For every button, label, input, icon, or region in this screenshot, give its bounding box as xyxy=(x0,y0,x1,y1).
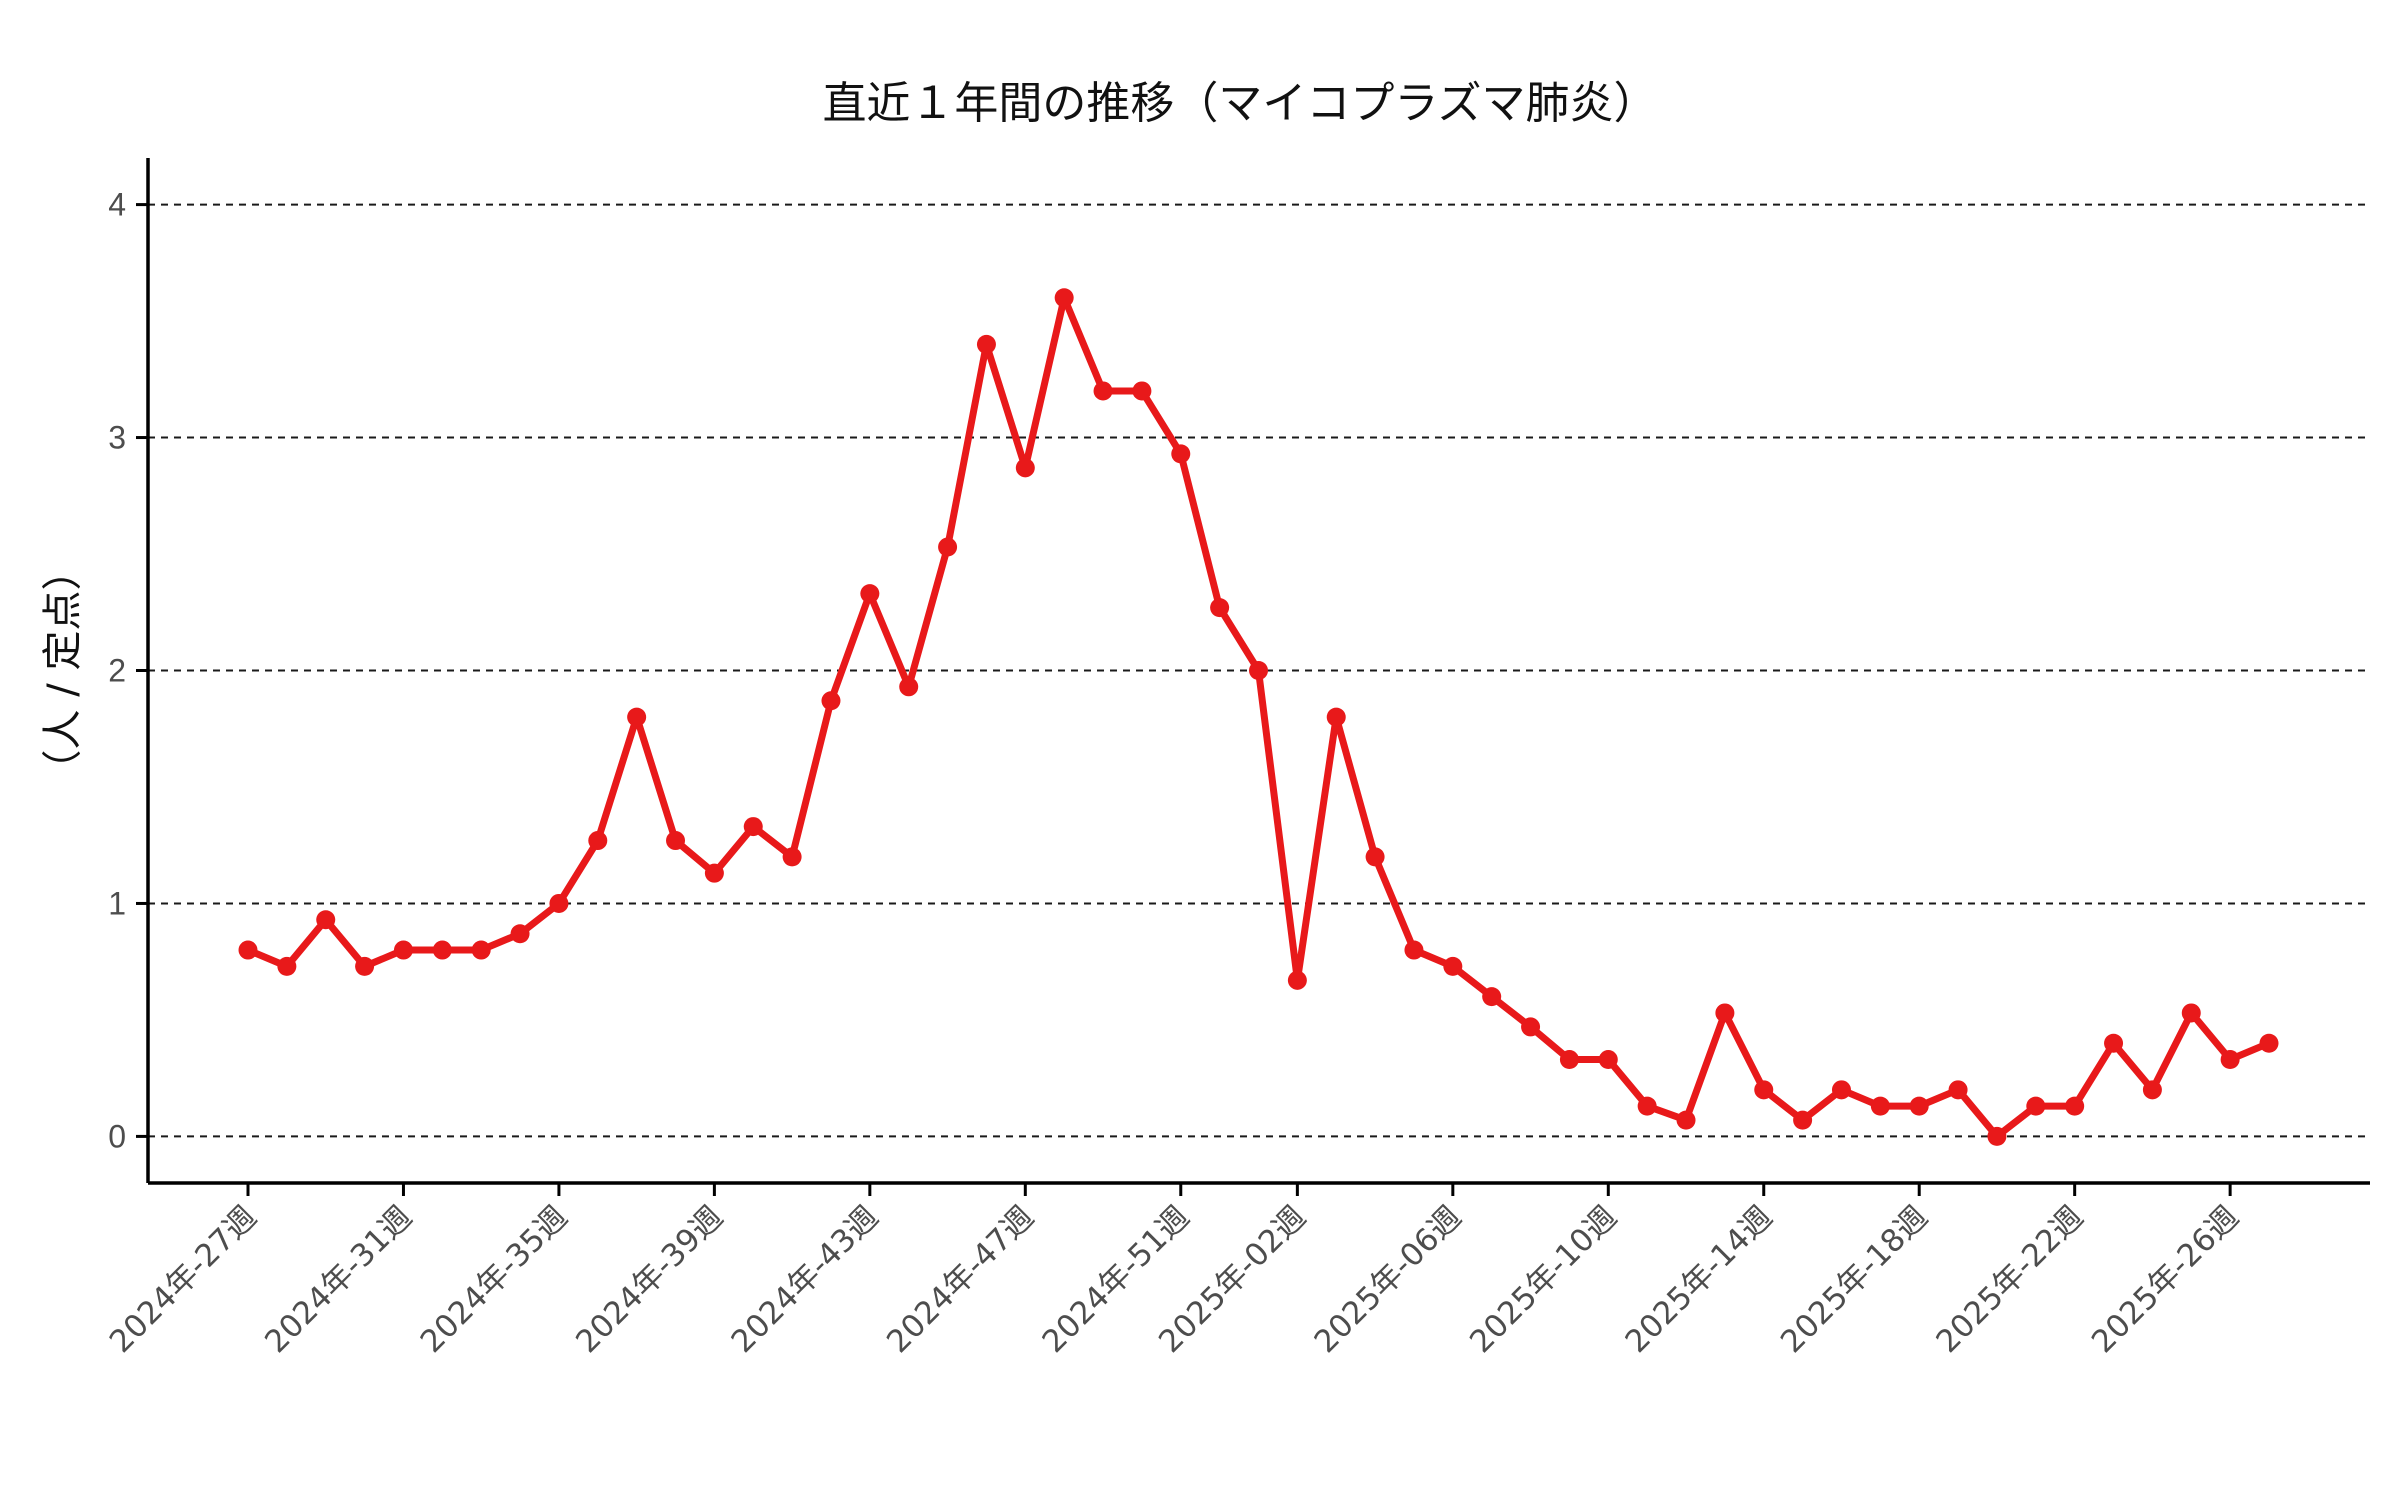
series-line-0 xyxy=(244,294,2273,1140)
data-point-22 xyxy=(1093,381,1113,401)
data-point-23 xyxy=(1132,381,1152,401)
data-point-26 xyxy=(1249,661,1268,680)
y-tick-label-3: 3 xyxy=(108,420,126,456)
x-tick-label-4: 2024年-43週 xyxy=(725,1199,886,1360)
data-point-8 xyxy=(549,893,569,913)
x-tick-label-2: 2024年-35週 xyxy=(414,1199,575,1360)
data-point-5 xyxy=(432,940,452,960)
data-point-33 xyxy=(1521,1017,1541,1037)
data-point-1 xyxy=(277,956,297,976)
y-ticks: 0 1 2 3 4 xyxy=(108,187,148,1154)
x-tick-label-12: 2025年-22週 xyxy=(1929,1199,2090,1360)
data-point-15 xyxy=(821,691,841,711)
y-tick-label-1: 1 xyxy=(108,885,126,921)
x-tick-label-3: 2024年-39週 xyxy=(569,1199,730,1360)
data-point-41 xyxy=(1831,1080,1851,1100)
data-point-51 xyxy=(2220,1050,2240,1070)
data-point-49 xyxy=(2142,1080,2162,1100)
data-point-12 xyxy=(704,863,724,883)
data-point-36 xyxy=(1637,1096,1657,1116)
data-point-45 xyxy=(1987,1126,2007,1146)
data-point-32 xyxy=(1482,987,1502,1007)
data-point-0 xyxy=(238,940,258,960)
data-point-17 xyxy=(899,677,919,697)
x-tick-label-8: 2025年-06週 xyxy=(1308,1199,1469,1360)
data-point-4 xyxy=(393,940,413,960)
data-point-38 xyxy=(1715,1003,1735,1023)
y-tick-label-4: 4 xyxy=(108,187,126,223)
series-layer xyxy=(238,288,2279,1146)
data-point-18 xyxy=(938,537,958,557)
data-point-37 xyxy=(1676,1110,1696,1130)
y-tick-label-2: 2 xyxy=(108,653,126,689)
data-point-13 xyxy=(743,817,763,837)
chart-title: 直近１年間の推移（マイコプラズマ肺炎） xyxy=(822,78,1657,129)
x-tick-label-10: 2025年-14週 xyxy=(1619,1199,1780,1360)
data-point-27 xyxy=(1287,970,1307,990)
data-point-31 xyxy=(1443,956,1463,976)
data-point-30 xyxy=(1404,940,1424,960)
x-tick-label-0: 2024年-27週 xyxy=(103,1199,264,1360)
data-point-16 xyxy=(860,584,880,604)
data-point-3 xyxy=(355,956,375,976)
data-point-24 xyxy=(1171,444,1191,464)
data-point-19 xyxy=(976,334,996,354)
data-point-34 xyxy=(1559,1050,1579,1070)
y-axis-label: （人 / 定点） xyxy=(40,551,86,790)
data-point-28 xyxy=(1326,707,1346,727)
data-point-14 xyxy=(782,847,802,867)
data-point-39 xyxy=(1754,1080,1774,1100)
data-point-2 xyxy=(316,910,336,930)
data-point-48 xyxy=(2104,1033,2124,1053)
data-point-21 xyxy=(1054,288,1074,308)
x-tick-label-5: 2024年-47週 xyxy=(880,1199,1041,1360)
data-point-20 xyxy=(1015,458,1035,478)
data-point-25 xyxy=(1210,598,1230,618)
x-ticks: 2024年-27週2024年-31週2024年-35週2024年-39週2024… xyxy=(103,1183,2246,1360)
data-point-40 xyxy=(1793,1110,1813,1130)
data-point-9 xyxy=(588,831,608,851)
data-point-46 xyxy=(2026,1096,2046,1116)
data-point-35 xyxy=(1598,1050,1618,1070)
data-point-52 xyxy=(2259,1033,2279,1053)
data-point-43 xyxy=(1909,1096,1929,1116)
data-point-7 xyxy=(510,924,530,944)
x-tick-label-11: 2025年-18週 xyxy=(1774,1199,1935,1360)
x-tick-label-1: 2024年-31週 xyxy=(258,1199,419,1360)
data-point-47 xyxy=(2065,1096,2085,1116)
data-point-29 xyxy=(1365,847,1385,867)
data-point-44 xyxy=(1948,1080,1968,1100)
data-point-6 xyxy=(471,940,491,960)
data-point-11 xyxy=(666,831,686,851)
y-tick-label-0: 0 xyxy=(108,1118,126,1154)
x-tick-label-9: 2025年-10週 xyxy=(1463,1199,1624,1360)
data-point-50 xyxy=(2181,1003,2201,1023)
data-point-42 xyxy=(1870,1096,1890,1116)
data-point-10 xyxy=(627,707,647,727)
x-tick-label-13: 2025年-26週 xyxy=(2085,1199,2246,1360)
